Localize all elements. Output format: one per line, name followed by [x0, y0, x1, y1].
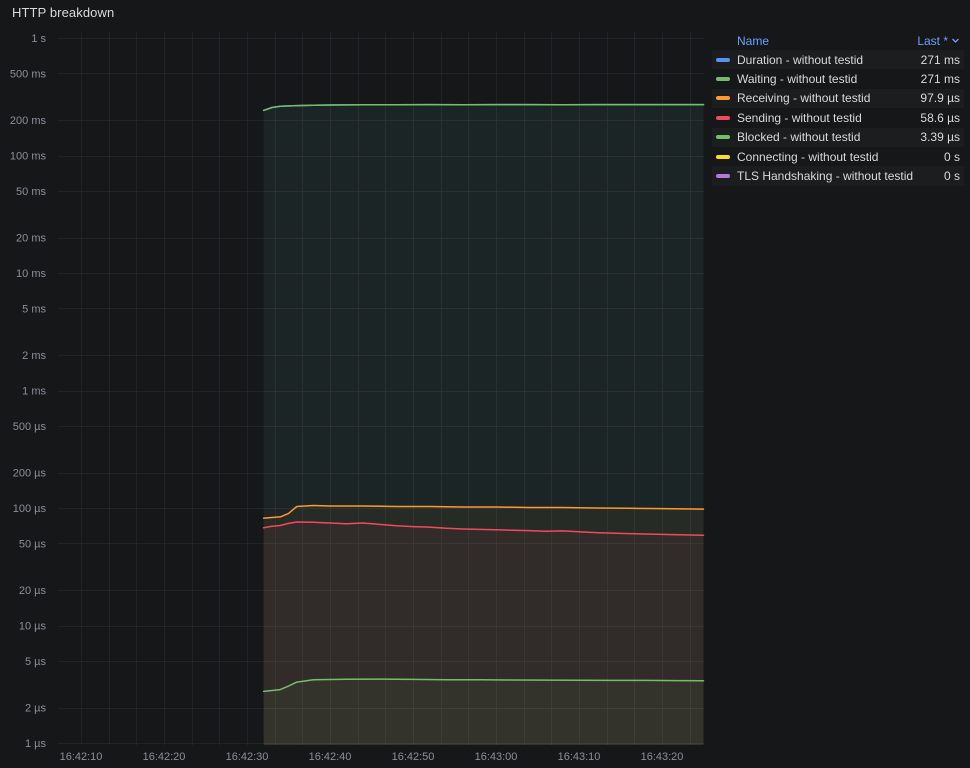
legend-row[interactable]: Receiving - without testid 97.9 µs: [712, 89, 964, 108]
svg-text:16:42:30: 16:42:30: [226, 751, 269, 763]
svg-text:5 ms: 5 ms: [22, 303, 46, 315]
legend-sort-last[interactable]: Last *: [917, 34, 960, 48]
svg-text:16:43:00: 16:43:00: [475, 751, 518, 763]
svg-text:20 ms: 20 ms: [16, 233, 46, 245]
legend-item-label: Blocked - without testid: [737, 130, 861, 145]
svg-text:1 µs: 1 µs: [25, 738, 47, 750]
series-color-swatch: [716, 57, 730, 62]
series-fill-waiting: [263, 104, 704, 746]
legend-item-value: 271 ms: [920, 72, 960, 87]
panel-title[interactable]: HTTP breakdown: [12, 5, 115, 20]
legend-item-label: TLS Handshaking - without testid: [737, 169, 914, 184]
svg-text:16:42:10: 16:42:10: [60, 751, 103, 763]
svg-text:50 µs: 50 µs: [19, 538, 47, 550]
svg-text:10 µs: 10 µs: [19, 621, 47, 633]
sort-caret-down-icon: [952, 38, 959, 43]
legend-item-value: 271 ms: [920, 52, 960, 67]
legend-row[interactable]: Sending - without testid 58.6 µs: [712, 108, 964, 127]
legend-item-label: Receiving - without testid: [737, 91, 871, 106]
legend-row[interactable]: Connecting - without testid 0 s: [712, 147, 964, 166]
legend-item-value: 0 s: [943, 149, 960, 164]
legend-item-label: Waiting - without testid: [737, 72, 858, 87]
legend-rows: Duration - without testid 271 ms Waiting -…: [712, 50, 964, 186]
series-color-swatch: [716, 154, 730, 159]
svg-text:2 ms: 2 ms: [22, 350, 46, 362]
legend-item-value: 58.6 µs: [920, 110, 960, 125]
legend-item-value: 3.39 µs: [920, 130, 960, 145]
svg-text:500 ms: 500 ms: [10, 68, 47, 80]
svg-text:16:42:40: 16:42:40: [309, 751, 352, 763]
svg-text:200 µs: 200 µs: [13, 468, 47, 480]
legend-header: Name Last *: [712, 31, 964, 50]
svg-text:100 ms: 100 ms: [10, 151, 47, 163]
legend-row[interactable]: Blocked - without testid 3.39 µs: [712, 128, 964, 147]
legend-item-label: Sending - without testid: [737, 110, 862, 125]
legend-sort-name[interactable]: Name: [737, 33, 770, 48]
series-fill-duration: [263, 104, 704, 746]
series-color-swatch: [716, 96, 730, 101]
svg-text:1 s: 1 s: [31, 33, 46, 45]
svg-text:16:43:20: 16:43:20: [641, 751, 684, 763]
svg-text:10 ms: 10 ms: [16, 268, 46, 280]
svg-text:16:43:10: 16:43:10: [558, 751, 601, 763]
legend-row[interactable]: Waiting - without testid 271 ms: [712, 69, 964, 88]
svg-text:5 µs: 5 µs: [25, 656, 47, 668]
series-fill-receiving: [263, 505, 704, 745]
legend-row[interactable]: TLS Handshaking - without testid 0 s: [712, 166, 964, 185]
svg-text:100 µs: 100 µs: [13, 503, 47, 515]
series-fill-blocked: [263, 679, 704, 745]
x-axis-labels: 16:42:10 16:42:20 16:42:30 16:42:40 16:42:50…: [60, 751, 684, 763]
legend-row[interactable]: Duration - without testid 271 ms: [712, 50, 964, 69]
legend-table: Name Last * Duration - without testid 271…: [712, 31, 964, 186]
series-color-swatch: [716, 115, 730, 120]
series-fill-sending: [263, 522, 704, 745]
svg-text:1 ms: 1 ms: [22, 386, 46, 398]
legend-item-value: 97.9 µs: [920, 91, 960, 106]
legend-item-label: Connecting - without testid: [737, 149, 879, 164]
series-color-swatch: [716, 77, 730, 82]
legend-sort-last-label: Last *: [917, 33, 948, 48]
series-line-receiving[interactable]: [262, 504, 705, 519]
gridlines: [58, 32, 704, 745]
legend-item-value: 0 s: [943, 169, 960, 184]
svg-text:50 ms: 50 ms: [16, 186, 46, 198]
series-line-blocked[interactable]: [262, 678, 705, 693]
series-color-swatch: [716, 174, 730, 179]
series-color-swatch: [716, 135, 730, 140]
series-line-sending[interactable]: [262, 521, 705, 537]
svg-text:16:42:20: 16:42:20: [143, 751, 186, 763]
svg-text:200 ms: 200 ms: [10, 115, 47, 127]
svg-text:500 µs: 500 µs: [13, 421, 47, 433]
series-line-waiting[interactable]: [262, 103, 705, 112]
svg-text:16:42:50: 16:42:50: [392, 751, 435, 763]
svg-text:2 µs: 2 µs: [25, 703, 47, 715]
svg-text:20 µs: 20 µs: [19, 585, 47, 597]
y-axis-labels: 1 s 500 ms 200 ms 100 ms 50 ms 20 ms 10 ms 5 ms…: [10, 33, 47, 750]
legend-item-label: Duration - without testid: [737, 52, 864, 67]
